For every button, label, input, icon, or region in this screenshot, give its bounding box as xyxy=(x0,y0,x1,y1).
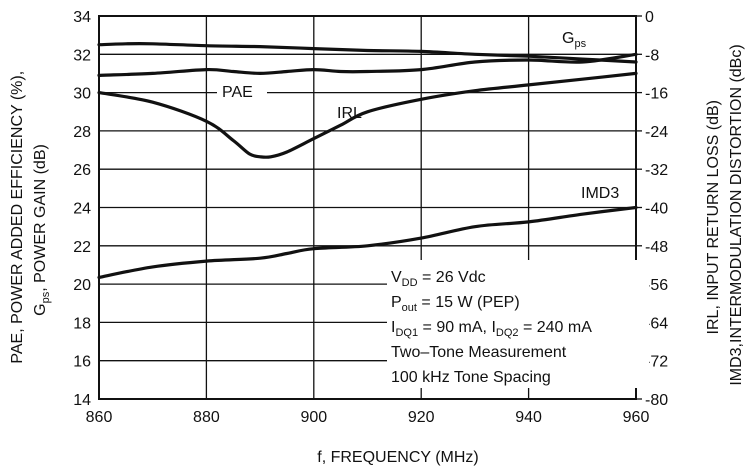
y-left-tick-label: 32 xyxy=(73,47,91,64)
y-axis-label-left-line1: PAE, POWER ADDED EFFICIENCY (%), xyxy=(9,71,26,364)
annotation-idq: IDQ1 = 90 mA, IDQ2 = 240 mA xyxy=(391,319,592,339)
y-axis-label-right-line1: IRL, INPUT RETURN LOSS (dB) xyxy=(705,100,722,334)
irl-curve-label: IRL xyxy=(337,105,362,122)
x-tick-label: 860 xyxy=(86,409,113,426)
gps-label-sub: ps xyxy=(574,38,586,50)
idq1-sub: DQ1 xyxy=(395,327,418,339)
y-right-tick-label: -64 xyxy=(645,315,668,332)
y-axis-label-left-line2-sub: ps xyxy=(40,291,52,303)
x-tick-label: 940 xyxy=(515,409,542,426)
annotation-two-tone: Two–Tone Measurement xyxy=(391,344,567,361)
y-left-tick-label: 28 xyxy=(73,124,91,141)
y-right-tick-label: -8 xyxy=(645,47,659,64)
vdd-main: V xyxy=(391,269,402,286)
y-right-tick-label: -32 xyxy=(645,162,668,179)
tick-labels: 860 880 900 920 940 960 14 16 18 20 22 24 26 28 30 32 34… xyxy=(73,9,668,426)
x-tick-label: 900 xyxy=(300,409,327,426)
y-left-tick-label: 26 xyxy=(73,162,91,179)
annotation-vdd: VDD = 26 Vdc xyxy=(391,269,486,289)
y-axis-label-right-line2: IMD3,INTERMODULATION DISTORTION (dBc) xyxy=(728,44,745,385)
idq-rest2: = 240 mA xyxy=(519,319,593,336)
x-tick-label: 920 xyxy=(408,409,435,426)
y-axis-label-left-line2-main: G xyxy=(32,303,49,315)
pout-main: P xyxy=(391,294,402,311)
y-right-tick-label: -72 xyxy=(645,354,668,371)
series-line-imd3 xyxy=(97,205,638,279)
y-right-tick-label: -80 xyxy=(645,392,668,409)
idq2-sub: DQ2 xyxy=(496,327,519,339)
y-left-tick-label: 20 xyxy=(73,277,91,294)
series-line-g xyxy=(97,41,638,64)
series-line-irl xyxy=(97,71,638,159)
x-tick-label: 880 xyxy=(193,409,220,426)
pae-label-bg xyxy=(217,80,267,100)
y-axis-label-left-line2-rest: , POWER GAIN (dB) xyxy=(32,144,49,292)
annotation-pout: Pout = 15 W (PEP) xyxy=(391,294,520,314)
y-left-tick-label: 22 xyxy=(73,239,91,256)
y-right-tick-label: 0 xyxy=(645,9,654,26)
x-axis-label: f, FREQUENCY (MHz) xyxy=(317,449,478,466)
pout-rest: = 15 W (PEP) xyxy=(417,294,520,311)
y-axis-label-right: IRL, INPUT RETURN LOSS (dB) IMD3,INTERMO… xyxy=(705,44,745,385)
x-tick-label: 960 xyxy=(623,409,650,426)
grid xyxy=(99,16,636,399)
imd3-curve-label: IMD3 xyxy=(581,185,619,202)
annotation-tone-spacing: 100 kHz Tone Spacing xyxy=(391,369,551,386)
y-right-tick-label: -16 xyxy=(645,86,668,103)
y-left-tick-label: 16 xyxy=(73,354,91,371)
idq-main: I xyxy=(391,319,395,336)
pout-sub: out xyxy=(402,302,417,314)
vdd-sub: DD xyxy=(402,277,418,289)
y-left-tick-label: 14 xyxy=(73,392,91,409)
y-right-tick-label: -24 xyxy=(645,124,668,141)
y-left-tick-label: 30 xyxy=(73,86,91,103)
y-left-tick-label: 34 xyxy=(73,9,91,26)
y-left-tick-label: 24 xyxy=(73,201,91,218)
y-right-tick-label: -56 xyxy=(645,277,668,294)
vdd-rest: = 26 Vdc xyxy=(418,269,486,286)
gps-curve-label: Gps xyxy=(562,30,587,50)
series-line-pae xyxy=(97,52,638,77)
pae-curve-label: PAE xyxy=(222,84,253,101)
y-left-tick-label: 18 xyxy=(73,315,91,332)
idq-rest: = 90 mA, I xyxy=(418,319,496,336)
y-axis-label-left: PAE, POWER ADDED EFFICIENCY (%), Gps, PO… xyxy=(9,66,52,363)
annotation-bg xyxy=(387,260,649,388)
gps-label-main: G xyxy=(562,30,574,47)
annotation-block: VDD = 26 Vdc Pout = 15 W (PEP) IDQ1 = 90… xyxy=(391,269,592,386)
y-right-tick-label: -48 xyxy=(645,239,668,256)
series-lines xyxy=(97,41,638,279)
y-right-tick-label: -40 xyxy=(645,201,668,218)
